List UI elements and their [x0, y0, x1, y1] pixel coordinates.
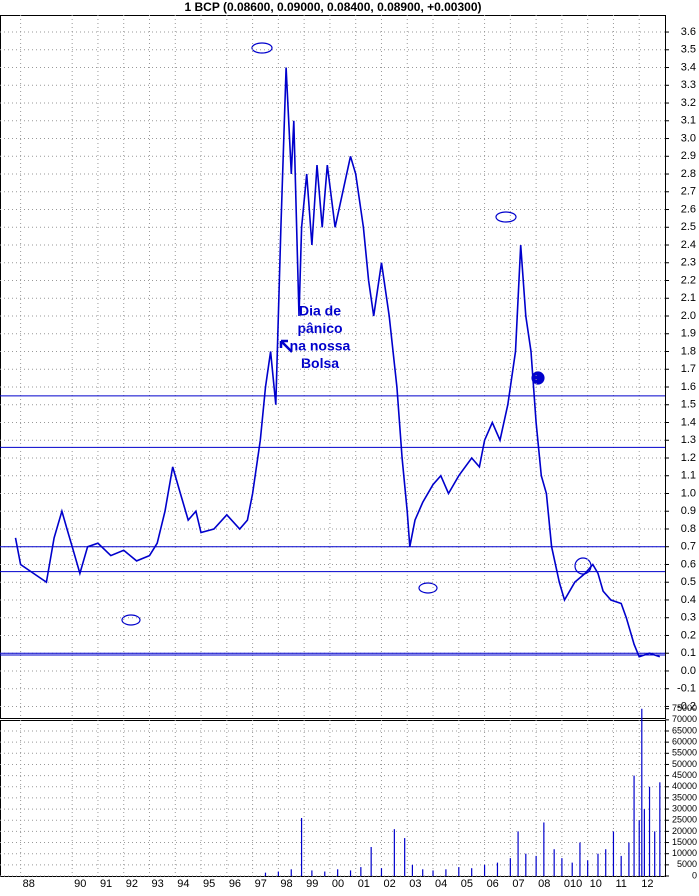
y-tick-label: 1.5: [681, 399, 696, 411]
y-tick-label: 65000: [672, 725, 697, 735]
y-tick-label: 1.6: [681, 381, 696, 393]
y-tick-label: 2.0: [681, 310, 696, 322]
x-tick-label: 94: [177, 878, 189, 890]
y-tick-label: 55000: [672, 748, 697, 758]
x-tick-label: 88: [23, 878, 35, 890]
x-tick-label: 03: [409, 878, 421, 890]
x-tick-label: 98: [280, 878, 292, 890]
x-tick-label: 97: [255, 878, 267, 890]
y-tick-label: 3.4: [681, 61, 696, 73]
y-tick-label: 0: [692, 870, 697, 880]
y-tick-label: 3.5: [681, 44, 696, 56]
x-tick-label: 02: [383, 878, 395, 890]
x-tick-label: 12: [641, 878, 653, 890]
y-tick-label: -0.1: [677, 683, 696, 695]
y-tick-label: 60000: [672, 737, 697, 747]
annotation-text: na nossa: [290, 338, 351, 354]
y-tick-label: 2.2: [681, 274, 696, 286]
annotation-text: pânico: [297, 320, 342, 336]
x-tick-label: 05: [461, 878, 473, 890]
y-tick-label: 3.3: [681, 79, 696, 91]
bear-icon: [495, 211, 517, 223]
y-tick-label: 2.1: [681, 292, 696, 304]
annotation-text: Dia de: [299, 303, 341, 319]
x-tick-label: 91: [100, 878, 112, 890]
x-tick-label: 10: [590, 878, 602, 890]
y-tick-label: 0.1: [681, 647, 696, 659]
chart-title: 1 BCP (0.08600, 0.09000, 0.08400, 0.0890…: [184, 0, 481, 14]
arrow: [279, 339, 293, 353]
x-tick-label: 00: [332, 878, 344, 890]
x-tick-label: 06: [487, 878, 499, 890]
y-tick-label: 40000: [672, 781, 697, 791]
y-tick-label: 10000: [672, 848, 697, 858]
y-tick-label: 25000: [672, 815, 697, 825]
x-tick-label: 90: [74, 878, 86, 890]
x-tick-label: 01: [358, 878, 370, 890]
y-tick-label: 0.8: [681, 523, 696, 535]
y-tick-label: 2.9: [681, 150, 696, 162]
y-tick-label: 35000: [672, 792, 697, 802]
y-tick-label: 3.1: [681, 115, 696, 127]
y-tick-label: 0.0: [681, 665, 696, 677]
y-tick-label: 45000: [672, 770, 697, 780]
y-tick-label: 1.2: [681, 452, 696, 464]
y-tick-label: 15000: [672, 837, 697, 847]
price-line: [14, 67, 661, 658]
y-tick-label: 0.4: [681, 594, 696, 606]
y-tick-label: 2.5: [681, 221, 696, 233]
y-tick-label: 3.6: [681, 26, 696, 38]
y-tick-label: 0.5: [681, 576, 696, 588]
y-tick-label: -0.2: [677, 700, 696, 712]
y-tick-label: 20000: [672, 826, 697, 836]
x-tick-label: 11: [615, 878, 626, 890]
y-tick-label: 1.4: [681, 416, 696, 428]
x-tick-label: 010: [564, 878, 582, 890]
y-tick-label: 1.1: [681, 470, 696, 482]
x-tick-label: 99: [306, 878, 318, 890]
x-tick-label: 04: [435, 878, 447, 890]
bear-icon: [251, 42, 273, 54]
x-tick-label: 96: [229, 878, 241, 890]
x-tick-label: 95: [203, 878, 215, 890]
x-tick-label: 07: [512, 878, 524, 890]
y-tick-label: 0.9: [681, 505, 696, 517]
icons: [121, 42, 592, 626]
y-tick-label: 75000: [672, 703, 697, 713]
x-tick-label: 92: [126, 878, 138, 890]
y-tick-label: 2.3: [681, 257, 696, 269]
y-tick-label: 0.6: [681, 558, 696, 570]
bull-icon: [418, 582, 438, 594]
y-tick-label: 30000: [672, 803, 697, 813]
y-tick-label: 2.6: [681, 203, 696, 215]
y-tick-label: 1.7: [681, 363, 696, 375]
y-tick-label: 1.0: [681, 487, 696, 499]
bomb-icon: [531, 371, 545, 385]
y-tick-label: 1.9: [681, 328, 696, 340]
y-tick-label: 3.2: [681, 97, 696, 109]
y-tick-label: 2.8: [681, 168, 696, 180]
y-tick-label: 0.7: [681, 541, 696, 553]
price-panel: [0, 15, 666, 719]
bull-icon: [121, 614, 141, 626]
y-tick-label: 0.2: [681, 629, 696, 641]
y-tick-label: 5000: [677, 859, 697, 869]
y-tick-label: 1.3: [681, 434, 696, 446]
y-tick-label: 50000: [672, 759, 697, 769]
y-tick-label: 0.3: [681, 612, 696, 624]
y-tick-label: 3.0: [681, 132, 696, 144]
y-tick-label: 1.8: [681, 345, 696, 357]
y-tick-label: 2.7: [681, 186, 696, 198]
y-tick-label: 2.4: [681, 239, 696, 251]
x-tick-label: 08: [538, 878, 550, 890]
y-tick-label: 70000: [672, 714, 697, 724]
x-tick-label: 93: [151, 878, 163, 890]
